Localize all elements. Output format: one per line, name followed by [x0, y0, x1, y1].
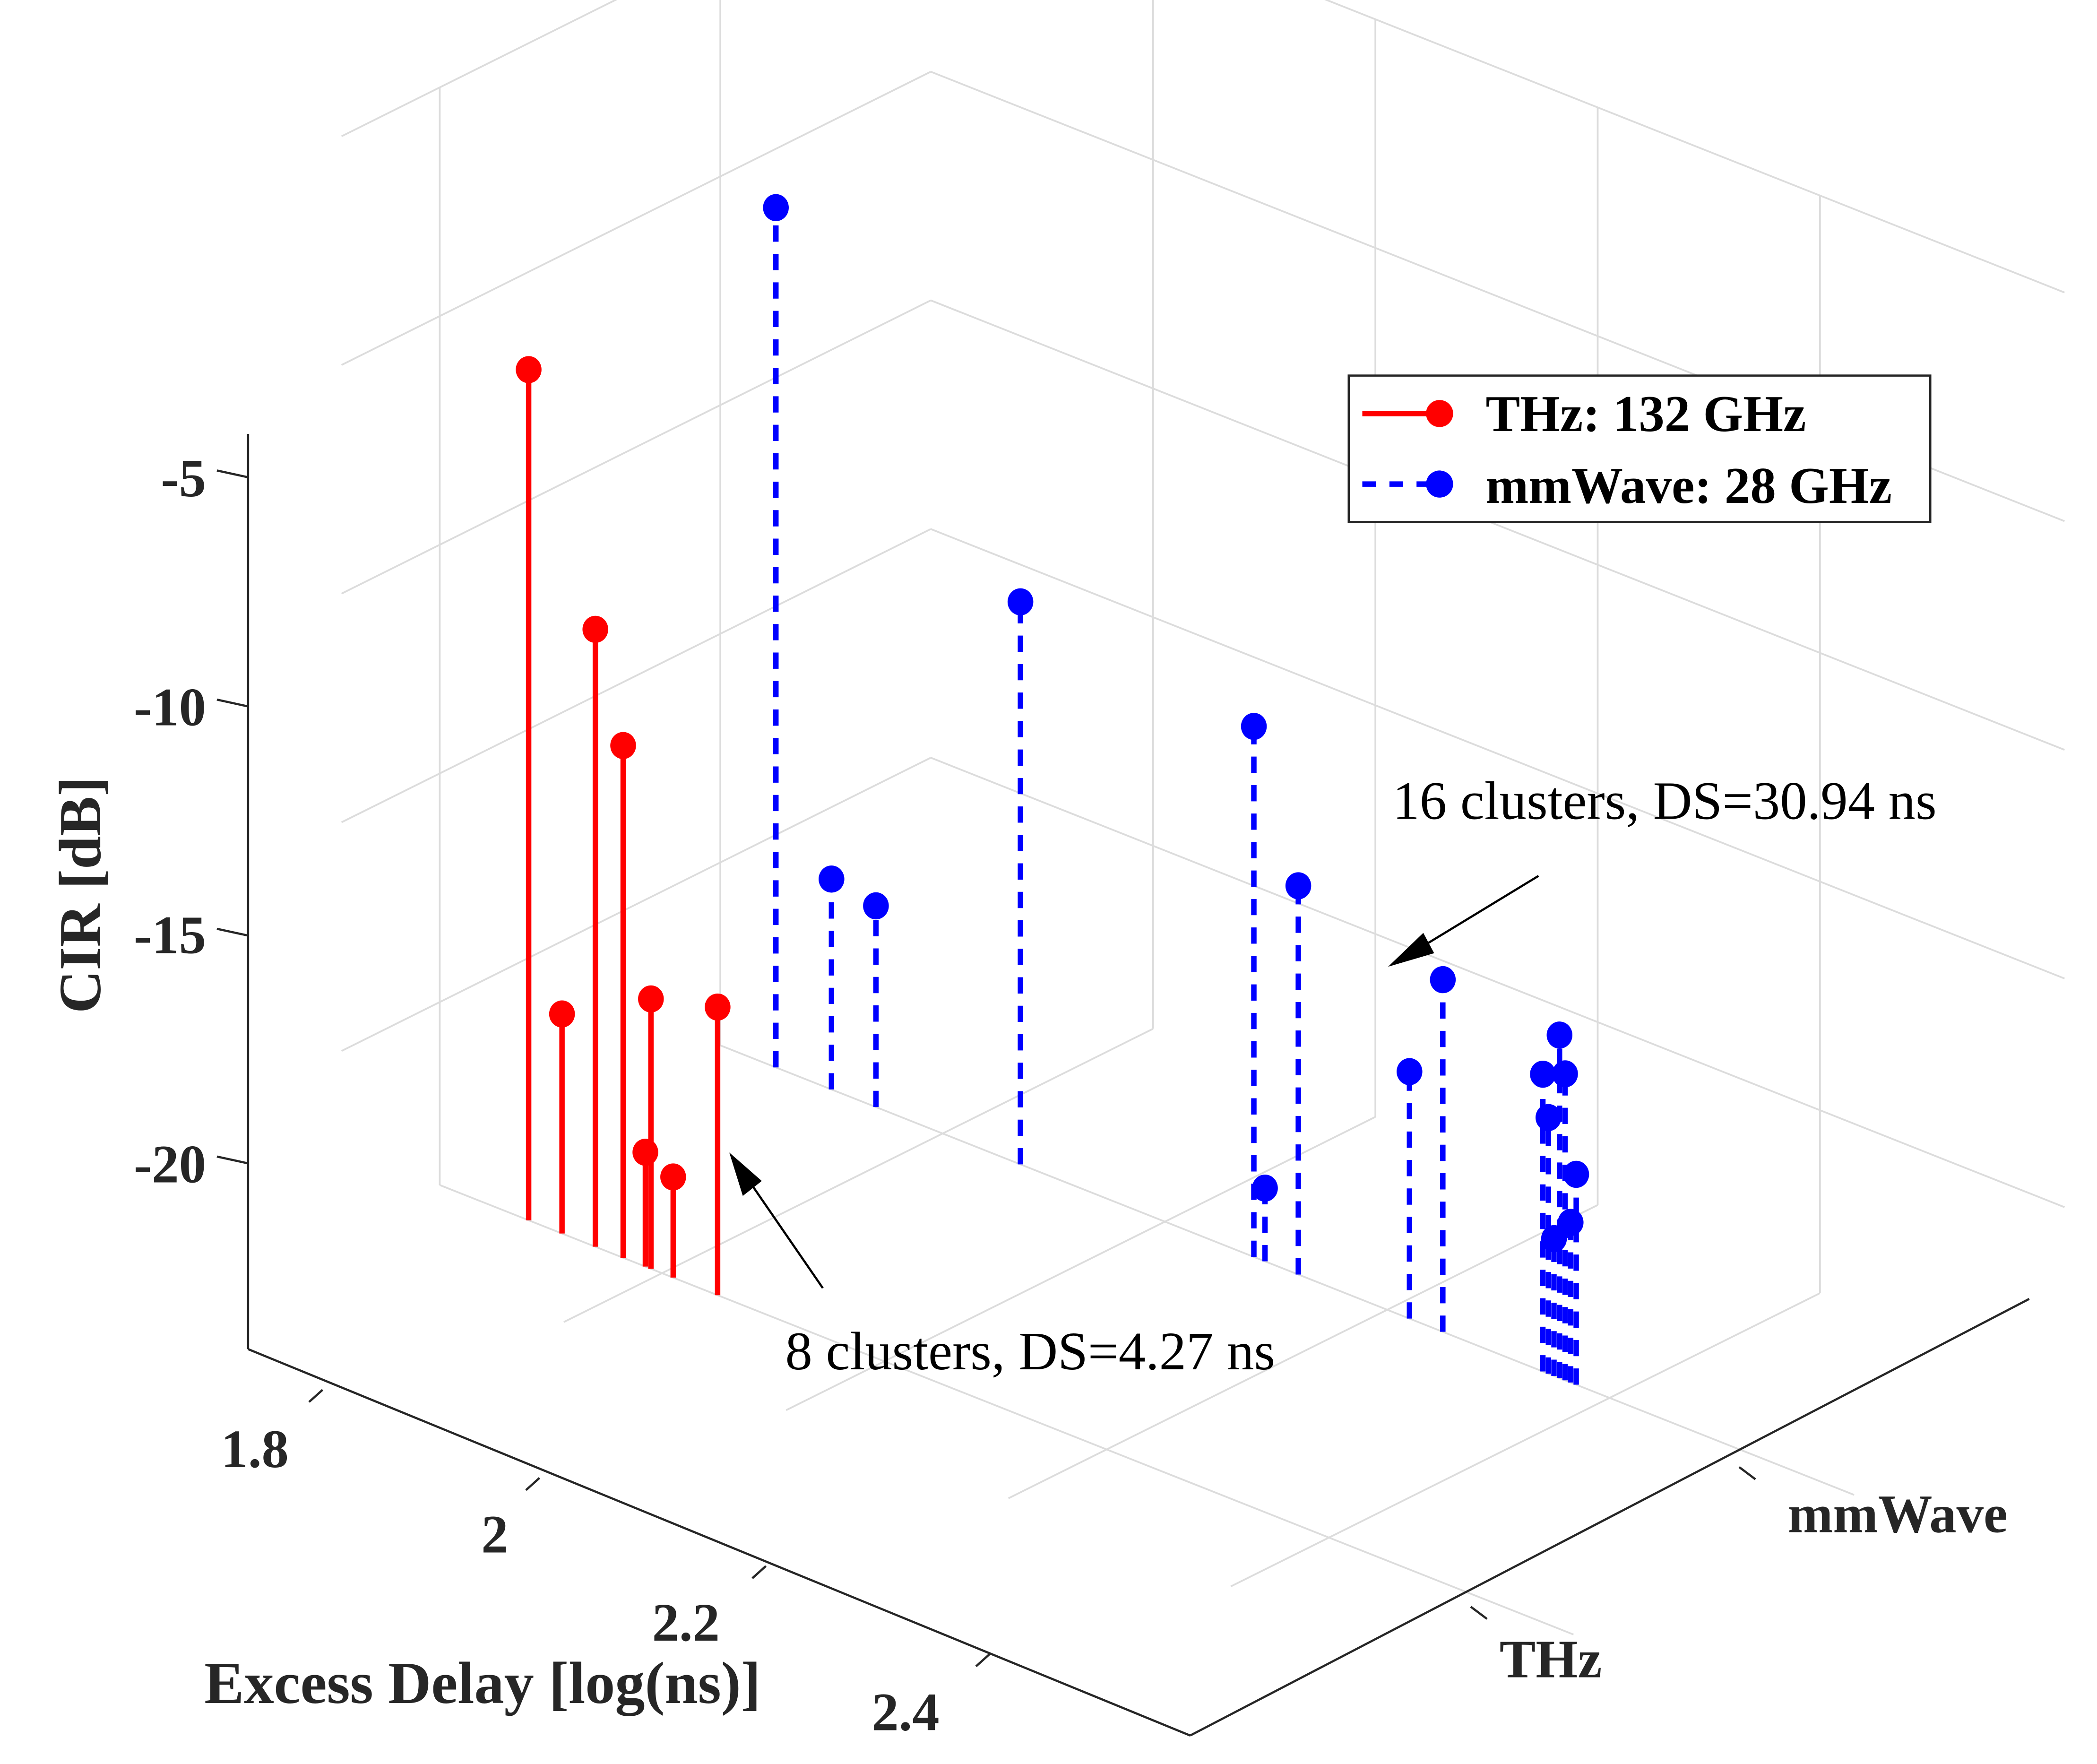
thz-stem-marker: [638, 985, 664, 1013]
z-tick-label: -15: [134, 905, 206, 965]
mmwave-stem-marker: [1552, 1060, 1578, 1088]
x-tick: [525, 1477, 541, 1491]
gridline-z: [930, 757, 2065, 1208]
z-tick: [216, 698, 249, 708]
annotation-mmwave-arrowhead: [1388, 933, 1434, 967]
legend-mmwave-marker: [1426, 470, 1453, 498]
y-tick: [1470, 1606, 1488, 1620]
mmwave-stem-marker: [1007, 588, 1034, 615]
mmwave-stem-marker: [1536, 1104, 1562, 1132]
thz-stem-marker: [660, 1163, 686, 1191]
z-tick-label: -20: [134, 1134, 206, 1194]
y-tick-label: THz: [1500, 1629, 1602, 1689]
gridline-z: [341, 757, 932, 1052]
thz-stem-marker: [610, 732, 636, 759]
gridline-z: [1324, 0, 2065, 294]
x-tick: [308, 1389, 324, 1403]
z-tick: [216, 1155, 249, 1165]
annotation-mmwave: 16 clusters, DS=30.94 ns: [1392, 771, 1936, 831]
annotation-thz-arrowhead: [729, 1152, 762, 1196]
thz-stem-marker: [549, 1000, 575, 1028]
mmwave-stem-marker: [863, 892, 889, 920]
x-tick-label: 2.4: [872, 1682, 939, 1742]
mmwave-stem-marker: [763, 194, 789, 221]
thz-stem-marker: [705, 993, 731, 1021]
grid: [341, 0, 2065, 1635]
gridline-z: [341, 299, 932, 595]
x-tick: [975, 1653, 991, 1668]
mmwave-stem-marker: [1546, 1021, 1573, 1049]
mmwave-stem-marker: [1430, 966, 1456, 994]
y-tick-label: mmWave: [1788, 1484, 2008, 1544]
gridline-z: [341, 0, 618, 138]
mmwave-stem-marker: [1285, 872, 1312, 899]
annotation-thz: 8 clusters, DS=4.27 ns: [785, 1321, 1276, 1381]
x-tick-label: 2.2: [652, 1592, 720, 1652]
z-tick: [216, 927, 249, 937]
legend-mmwave-label: mmWave: 28 GHz: [1485, 457, 1892, 514]
legend-thz-label: THz: 132 GHz: [1485, 385, 1806, 442]
z-tick: [216, 469, 249, 478]
thz-stem-marker: [516, 356, 542, 383]
mmwave-stem-marker: [1541, 1225, 1567, 1253]
thz-stem-marker: [582, 615, 608, 643]
z-tick-label: -5: [161, 448, 206, 508]
x-axis-line: [247, 1348, 1191, 1737]
gridline-z: [341, 528, 932, 823]
gridline-z: [930, 299, 2065, 751]
gridline-y: [720, 1044, 1855, 1496]
y-tick: [1738, 1466, 1756, 1480]
mmwave-stem-marker: [1558, 1209, 1584, 1236]
x-axis-title: Excess Delay [log(ns)]: [204, 1651, 761, 1716]
mmwave-stem-marker: [819, 865, 845, 893]
mmwave-stem-marker: [1252, 1174, 1278, 1202]
mmwave-stem-marker: [1530, 1060, 1556, 1088]
gridline-z: [341, 71, 932, 366]
x-tick-label: 1.8: [221, 1419, 289, 1479]
mmwave-stem-marker: [1397, 1058, 1423, 1085]
x-tick-label: 2: [481, 1504, 508, 1564]
z-axis-title: CIR [dB]: [48, 777, 113, 1013]
gridline-y: [439, 1184, 1574, 1635]
legend-thz-marker: [1426, 400, 1453, 427]
mmwave-stem-marker: [1241, 713, 1267, 740]
gridline-x: [1230, 1292, 1821, 1588]
gridline-z: [930, 528, 2065, 979]
stems: [516, 194, 1589, 1385]
legend-box: [1347, 374, 1932, 523]
y-axis-line: [1190, 1298, 2030, 1737]
mmwave-stem-marker: [1563, 1160, 1589, 1188]
z-tick-label: -10: [134, 677, 206, 737]
axes: [216, 433, 2030, 1737]
x-tick: [751, 1565, 767, 1579]
thz-stem-marker: [632, 1139, 658, 1166]
legend: THz: 132 GHz mmWave: 28 GHz: [1347, 374, 1932, 523]
